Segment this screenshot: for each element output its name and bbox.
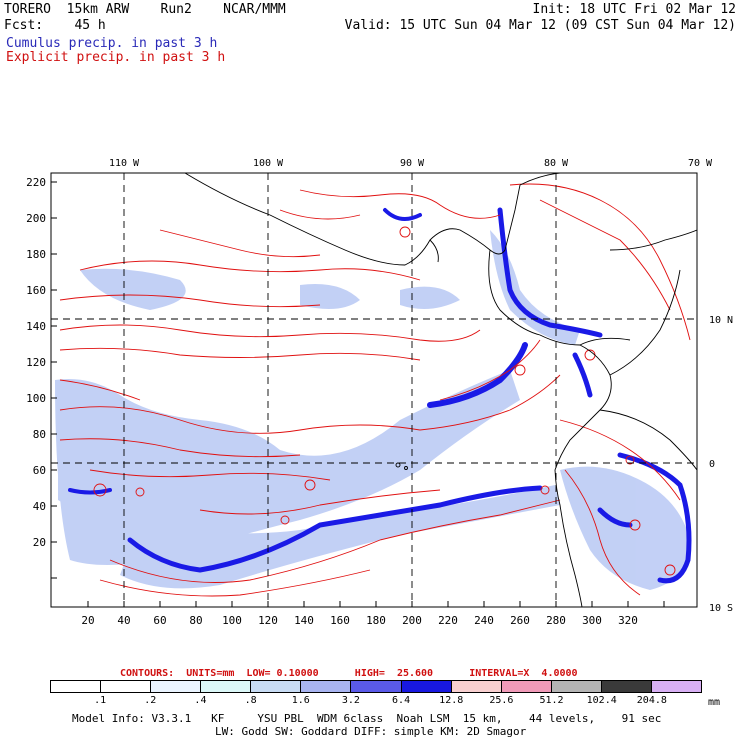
legend-explicit-precip: Explicit precip. in past 3 h [6, 50, 226, 65]
cumulus-light-areas [55, 230, 690, 590]
colorbar-tick-label: .8 [244, 695, 257, 706]
lon-label-100w: 100 W [253, 158, 284, 169]
colorbar-swatch [551, 681, 602, 692]
colorbar-tick-label: 1.6 [291, 695, 310, 706]
explicit-precip-contours [59, 183, 691, 597]
header-forecast-hour: Fcst: 45 h [4, 18, 106, 33]
y-tick-label: 140 [26, 320, 46, 333]
colorbar-swatch [601, 681, 652, 692]
lon-label-110w: 110 W [109, 158, 140, 169]
x-tick-label: 240 [474, 614, 494, 627]
x-tick-label: 260 [510, 614, 530, 627]
colorbar-tick-label: .1 [94, 695, 107, 706]
colorbar-tick-label: .2 [144, 695, 157, 706]
y-tick-label: 120 [26, 356, 46, 369]
colorbar-swatch [401, 681, 452, 692]
y-tick-label: 20 [33, 536, 46, 549]
map-frame [50, 172, 698, 608]
x-tick-label: 280 [546, 614, 566, 627]
colorbar-swatch [351, 681, 402, 692]
header-init-time: Init: 18 UTC Fri 02 Mar 12 [532, 2, 737, 17]
y-tick-label: 160 [26, 284, 46, 297]
colorbar-units: mm [708, 697, 721, 708]
x-tick-label: 180 [366, 614, 386, 627]
y-tick-label: 200 [26, 212, 46, 225]
x-tick-label: 140 [294, 614, 314, 627]
x-tick-label: 20 [81, 614, 94, 627]
y-tick-label: 180 [26, 248, 46, 261]
colorbar-tick-label: 6.4 [392, 695, 411, 706]
model-info-line2: LW: Godd SW: Goddard DIFF: simple KM: 2D… [215, 725, 527, 738]
model-info-line1: Model Info: V3.3.1 KF YSU PBL WDM 6class… [72, 712, 662, 725]
header-model-title: TORERO 15km ARW Run2 NCAR/MMM [4, 2, 286, 17]
colorbar-swatch [51, 681, 102, 692]
colorbar-labels: .1 .2 .4 .8 1.6 3.2 6.4 12.8 25.6 51.2 102.4 204.8 [50, 695, 702, 707]
colorbar-tick-label: 25.6 [489, 695, 514, 706]
cumulus-heavy-bands [68, 207, 692, 584]
lat-label-0: 0 [709, 459, 715, 470]
x-tick-label: 220 [438, 614, 458, 627]
colorbar-tick-label: 102.4 [586, 695, 617, 706]
x-tick-label: 80 [189, 614, 202, 627]
x-tick-label: 320 [618, 614, 638, 627]
header-valid-time: Valid: 15 UTC Sun 04 Mar 12 (09 CST Sun … [344, 18, 736, 33]
colorbar-tick-label: 51.2 [539, 695, 564, 706]
colorbar-swatch [101, 681, 152, 692]
colorbar-tick-label: 3.2 [341, 695, 360, 706]
x-tick-label: 300 [582, 614, 602, 627]
colorbar-swatch [151, 681, 202, 692]
x-tick-label: 160 [330, 614, 350, 627]
lon-label-80w: 80 W [544, 158, 569, 169]
y-tick-label: 220 [26, 176, 46, 189]
y-tick-label: 80 [33, 428, 46, 441]
colorbar-swatch [301, 681, 352, 692]
y-tick-label: 60 [33, 464, 46, 477]
lat-label-10n: 10 N [709, 315, 733, 326]
colorbar-swatch [251, 681, 302, 692]
legend-cumulus-precip: Cumulus precip. in past 3 h [6, 36, 218, 51]
colorbar-swatch [201, 681, 252, 692]
x-tick-label: 100 [222, 614, 242, 627]
lon-label-90w: 90 W [400, 158, 425, 169]
x-tick-label: 40 [117, 614, 130, 627]
y-tick-label: 100 [26, 392, 46, 405]
lon-label-70w: 70 W [688, 158, 713, 169]
colorbar-tick-label: 204.8 [636, 695, 667, 706]
colorbar-swatch [651, 681, 702, 692]
graticule [51, 173, 697, 607]
lat-label-10s: 10 S [709, 603, 733, 614]
colorbar-tick-label: .4 [194, 695, 207, 706]
colorbar-swatch [501, 681, 552, 692]
y-tick-label: 40 [33, 500, 46, 513]
colorbar-tick-label: 12.8 [439, 695, 464, 706]
precip-colorbar [50, 680, 702, 693]
x-tick-label: 200 [402, 614, 422, 627]
contour-info: CONTOURS: UNITS=mm LOW= 0.10000 HIGH= 25… [120, 668, 578, 679]
x-tick-label: 120 [258, 614, 278, 627]
axis-tick-marks [51, 181, 665, 607]
x-tick-label: 60 [153, 614, 166, 627]
colorbar-swatch [451, 681, 502, 692]
